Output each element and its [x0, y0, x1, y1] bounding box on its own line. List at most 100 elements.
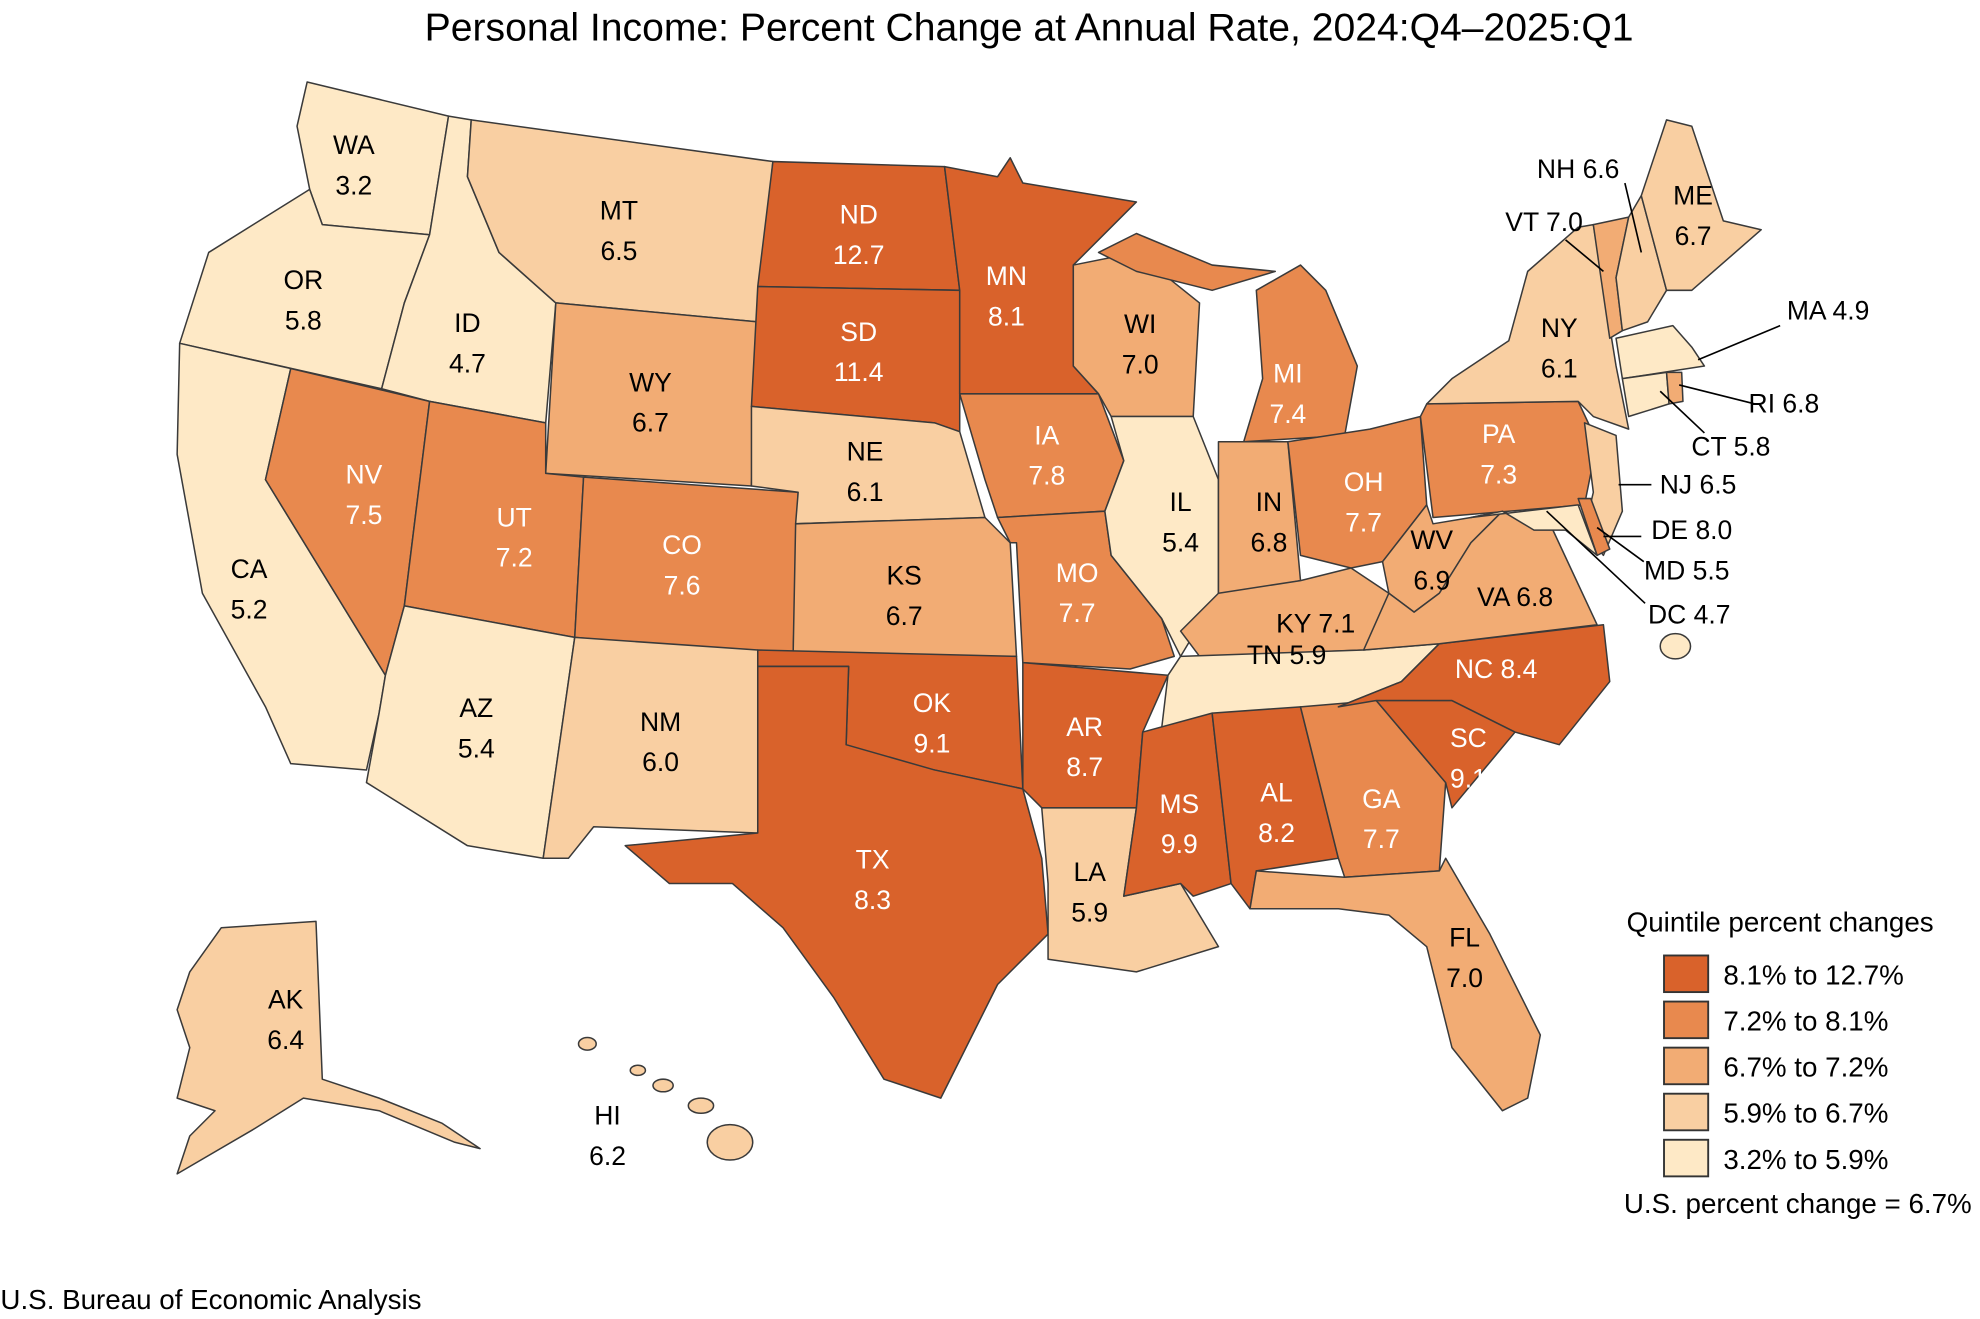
state-value-hi: 6.2	[589, 1141, 626, 1171]
state-ak	[176, 920, 481, 1175]
state-shapes	[176, 81, 1762, 1175]
state-value-fl: 7.0	[1446, 963, 1483, 993]
state-fl	[1249, 857, 1542, 1112]
map-title: Personal Income: Percent Change at Annua…	[425, 6, 1634, 49]
state-il	[1104, 415, 1220, 658]
state-value-mo: 7.7	[1059, 598, 1096, 628]
state-value-wa: 3.2	[335, 170, 372, 200]
callout-line	[1697, 324, 1781, 361]
state-value-ca: 5.2	[231, 594, 268, 624]
state-value-nd: 12.7	[833, 240, 885, 270]
state-label-hi: HI	[594, 1101, 620, 1131]
state-label-ct: CT 5.8	[1691, 432, 1770, 462]
state-labels: WA 3.2 OR 5.8 CA 5.2 ID 4.7 NV 7.5 MT 6.5 WY 6.7 UT 7.2…	[231, 130, 1870, 1171]
legend-swatch	[1663, 1138, 1710, 1178]
state-label-la: LA	[1074, 857, 1107, 887]
state-ct	[1621, 371, 1670, 418]
state-label-va: VA 6.8	[1477, 582, 1553, 612]
state-label-ar: AR	[1066, 712, 1103, 742]
state-value-ak: 6.4	[267, 1025, 304, 1055]
state-label-ca: CA	[231, 554, 268, 584]
state-label-ri: RI 6.8	[1749, 389, 1820, 419]
state-label-ks: KS	[886, 560, 921, 590]
state-label-vt: VT 7.0	[1505, 207, 1583, 237]
state-label-ia: IA	[1034, 420, 1059, 450]
state-az	[365, 605, 576, 860]
state-label-wi: WI	[1124, 309, 1156, 339]
state-value-nm: 6.0	[642, 747, 679, 777]
state-value-mn: 8.1	[988, 302, 1025, 332]
state-value-ut: 7.2	[496, 543, 533, 573]
state-mi-upper	[1097, 232, 1277, 292]
state-label-ms: MS	[1159, 789, 1199, 819]
state-value-ga: 7.7	[1363, 824, 1400, 854]
state-value-pa: 7.3	[1480, 459, 1517, 489]
state-value-la: 5.9	[1071, 897, 1108, 927]
legend-item-label: 3.2% to 5.9%	[1723, 1144, 1888, 1175]
state-label-nd: ND	[840, 199, 878, 229]
state-label-in: IN	[1256, 487, 1283, 517]
state-value-mt: 6.5	[600, 236, 637, 266]
state-label-mn: MN	[986, 261, 1027, 291]
state-md	[1470, 504, 1598, 557]
us-percent-change: U.S. percent change = 6.7%	[1624, 1188, 1972, 1219]
state-value-ok: 9.1	[914, 728, 951, 758]
legend-swatch	[1663, 1092, 1710, 1132]
state-hi-island	[652, 1078, 674, 1093]
state-label-ak: AK	[268, 984, 304, 1014]
legend-item-label: 6.7% to 7.2%	[1723, 1052, 1888, 1083]
legend-item-label: 5.9% to 6.7%	[1723, 1098, 1888, 1129]
state-hi-island	[577, 1036, 597, 1051]
state-label-or: OR	[283, 265, 323, 295]
state-label-sc: SC	[1450, 723, 1487, 753]
state-value-sc: 9.1	[1450, 764, 1487, 794]
state-label-tx: TX	[856, 844, 890, 874]
callout-line	[1596, 526, 1645, 563]
callout-line	[1624, 182, 1643, 253]
state-value-wi: 7.0	[1122, 350, 1159, 380]
state-value-id: 4.7	[449, 348, 486, 378]
state-label-nm: NM	[640, 707, 681, 737]
legend-item-label: 7.2% to 8.1%	[1723, 1006, 1888, 1037]
state-label-co: CO	[662, 530, 702, 560]
state-label-nh: NH 6.6	[1537, 154, 1619, 184]
state-label-pa: PA	[1482, 419, 1516, 449]
state-value-or: 5.8	[285, 305, 322, 335]
state-label-dc: DC 4.7	[1648, 600, 1730, 630]
state-value-mi: 7.4	[1269, 399, 1306, 429]
state-label-il: IL	[1170, 487, 1192, 517]
state-value-ia: 7.8	[1028, 461, 1065, 491]
state-value-tx: 8.3	[854, 885, 891, 915]
state-me	[1640, 119, 1762, 292]
state-label-sd: SD	[840, 317, 877, 347]
state-value-sd: 11.4	[834, 357, 884, 387]
state-hi-island	[706, 1123, 754, 1161]
legend-item-label: 8.1% to 12.7%	[1723, 960, 1904, 991]
callout-line	[1546, 510, 1646, 604]
state-value-nv: 7.5	[346, 500, 383, 530]
legend: Quintile percent changes 8.1% to 12.7% 7.…	[1624, 907, 1972, 1219]
state-label-tn: TN 5.9	[1247, 640, 1327, 670]
state-label-wv: WV	[1410, 525, 1453, 555]
state-ks	[792, 516, 1018, 658]
state-label-me: ME	[1673, 180, 1713, 210]
state-label-az: AZ	[459, 693, 493, 723]
state-value-ar: 8.7	[1066, 752, 1103, 782]
state-ia	[958, 393, 1125, 519]
state-value-ne: 6.1	[847, 477, 884, 507]
state-label-ne: NE	[847, 437, 884, 467]
state-label-mi: MI	[1273, 358, 1302, 388]
state-hi-island	[629, 1064, 647, 1077]
state-co	[573, 476, 799, 658]
state-label-oh: OH	[1344, 467, 1384, 497]
state-label-ga: GA	[1362, 784, 1401, 814]
state-label-nj: NJ 6.5	[1660, 470, 1737, 500]
legend-title: Quintile percent changes	[1627, 907, 1934, 938]
state-value-wy: 6.7	[632, 408, 669, 438]
state-label-ky: KY 7.1	[1276, 608, 1355, 638]
state-mi	[1242, 264, 1359, 443]
state-label-nc: NC 8.4	[1455, 654, 1537, 684]
state-label-ut: UT	[496, 502, 531, 532]
state-value-wv: 6.9	[1413, 565, 1450, 595]
